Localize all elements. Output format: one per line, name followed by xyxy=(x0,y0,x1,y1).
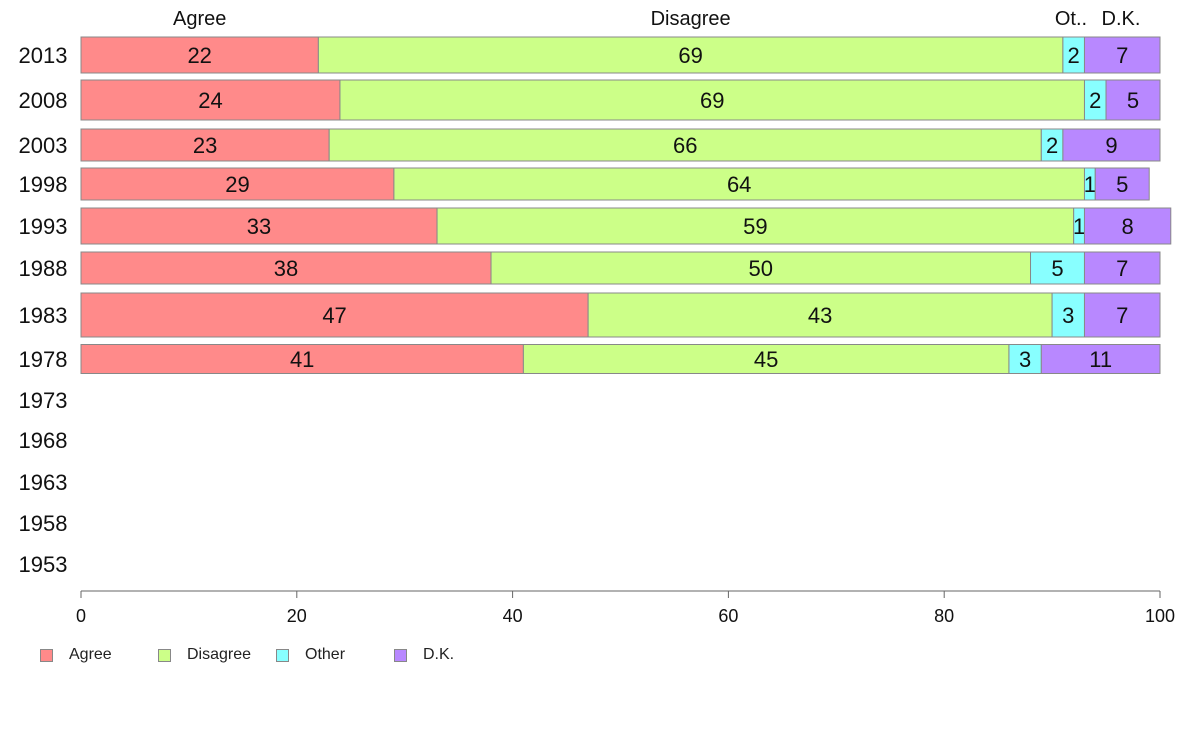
data-label-2003-disagree: 66 xyxy=(673,133,697,158)
category-label-1958: 1958 xyxy=(19,511,68,536)
data-label-1998-agree: 29 xyxy=(225,172,249,197)
bar-1988-dk xyxy=(1083,251,1161,285)
bar-1998-disagree xyxy=(393,167,1085,201)
bar-1998-dk xyxy=(1094,167,1150,201)
legend-swatch-dk xyxy=(394,648,407,662)
bar-1978-agree xyxy=(80,344,524,374)
legend-swatch-other xyxy=(276,648,289,662)
bar-2013-disagree xyxy=(317,36,1064,74)
legend-label-disagree: Disagree xyxy=(187,646,252,663)
legend-item-disagree: Disagree xyxy=(158,644,251,666)
x-tick-label-0: 0 xyxy=(76,606,86,626)
bar-1998-agree xyxy=(80,167,395,201)
legend-label-other: Other xyxy=(305,646,346,663)
column-header-3: D.K. xyxy=(1102,8,1141,30)
bar-1983-dk xyxy=(1083,292,1161,338)
data-label-2003-agree: 23 xyxy=(193,133,217,158)
category-label-2013: 2013 xyxy=(19,43,68,68)
bar-1993-disagree xyxy=(436,207,1075,245)
column-header-1: Disagree xyxy=(651,8,731,30)
bar-2008-dk xyxy=(1105,79,1161,121)
data-label-1988-dk: 7 xyxy=(1116,256,1128,281)
category-label-1988: 1988 xyxy=(19,256,68,281)
category-label-1963: 1963 xyxy=(19,470,68,495)
bar-2008-agree xyxy=(80,79,341,121)
data-label-1983-other: 3 xyxy=(1062,303,1074,328)
data-label-1993-disagree: 59 xyxy=(743,214,767,239)
legend-swatch-agree xyxy=(40,648,53,662)
data-label-1988-disagree: 50 xyxy=(749,256,773,281)
data-label-1983-agree: 47 xyxy=(322,303,346,328)
data-label-1993-agree: 33 xyxy=(247,214,271,239)
data-label-1983-dk: 7 xyxy=(1116,303,1128,328)
data-label-1988-other: 5 xyxy=(1051,256,1063,281)
bar-1988-disagree xyxy=(490,251,1032,285)
legend-item-other: Other xyxy=(276,644,345,666)
category-label-2003: 2003 xyxy=(19,133,68,158)
bar-1983-agree xyxy=(80,292,589,338)
category-label-1983: 1983 xyxy=(19,303,68,328)
x-tick-label-20: 20 xyxy=(287,606,307,626)
data-label-2013-dk: 7 xyxy=(1116,43,1128,68)
bar-1983-other xyxy=(1051,292,1085,338)
data-label-2013-other: 2 xyxy=(1068,43,1080,68)
data-label-1993-other: 1 xyxy=(1073,214,1085,239)
data-label-2008-other: 2 xyxy=(1089,88,1101,113)
x-tick-label-100: 100 xyxy=(1145,606,1175,626)
data-label-1983-disagree: 43 xyxy=(808,303,832,328)
category-label-1968: 1968 xyxy=(19,428,68,453)
data-label-2008-agree: 24 xyxy=(198,88,222,113)
legend-label-dk: D.K. xyxy=(423,646,455,663)
bar-1978-other xyxy=(1008,344,1042,374)
bar-1988-agree xyxy=(80,251,492,285)
column-header-2: Ot.. xyxy=(1055,8,1087,30)
data-label-1993-dk: 8 xyxy=(1122,214,1134,239)
data-label-1978-other: 3 xyxy=(1019,347,1031,372)
x-tick-label-40: 40 xyxy=(503,606,523,626)
bar-2008-disagree xyxy=(339,79,1085,121)
data-label-1998-other: 1 xyxy=(1084,172,1096,197)
legend-item-agree: Agree xyxy=(40,644,112,666)
data-label-2013-agree: 22 xyxy=(187,43,211,68)
legend-swatch-disagree xyxy=(158,648,171,662)
bar-2003-agree xyxy=(80,128,330,162)
category-label-1973: 1973 xyxy=(19,388,68,413)
bar-2013-agree xyxy=(80,36,319,74)
data-label-1978-dk: 11 xyxy=(1089,347,1112,372)
bar-2003-disagree xyxy=(328,128,1042,162)
data-label-2003-dk: 9 xyxy=(1105,133,1117,158)
category-label-1998: 1998 xyxy=(19,172,68,197)
bar-1993-dk xyxy=(1083,207,1172,245)
data-label-2008-dk: 5 xyxy=(1127,88,1139,113)
bar-2003-dk xyxy=(1062,128,1161,162)
bar-1978-dk xyxy=(1040,344,1161,374)
data-label-1978-agree: 41 xyxy=(290,347,314,372)
category-label-1978: 1978 xyxy=(19,347,68,372)
column-header-0: Agree xyxy=(173,8,226,30)
data-label-1978-disagree: 45 xyxy=(754,347,778,372)
data-label-2013-disagree: 69 xyxy=(678,43,702,68)
bar-1978-disagree xyxy=(522,344,1010,374)
bar-1993-agree xyxy=(80,207,438,245)
data-label-1988-agree: 38 xyxy=(274,256,298,281)
bar-1983-disagree xyxy=(587,292,1053,338)
category-label-1953: 1953 xyxy=(19,552,68,577)
data-label-1998-disagree: 64 xyxy=(727,172,751,197)
bar-2013-dk xyxy=(1083,36,1161,74)
data-label-1998-dk: 5 xyxy=(1116,172,1128,197)
x-tick-label-60: 60 xyxy=(718,606,738,626)
data-label-2003-other: 2 xyxy=(1046,133,1058,158)
x-tick-label-80: 80 xyxy=(934,606,954,626)
category-label-2008: 2008 xyxy=(19,88,68,113)
category-label-1993: 1993 xyxy=(19,214,68,239)
bar-1988-other xyxy=(1030,251,1085,285)
legend-item-dk: D.K. xyxy=(394,644,454,666)
data-label-2008-disagree: 69 xyxy=(700,88,724,113)
legend-label-agree: Agree xyxy=(69,646,112,663)
